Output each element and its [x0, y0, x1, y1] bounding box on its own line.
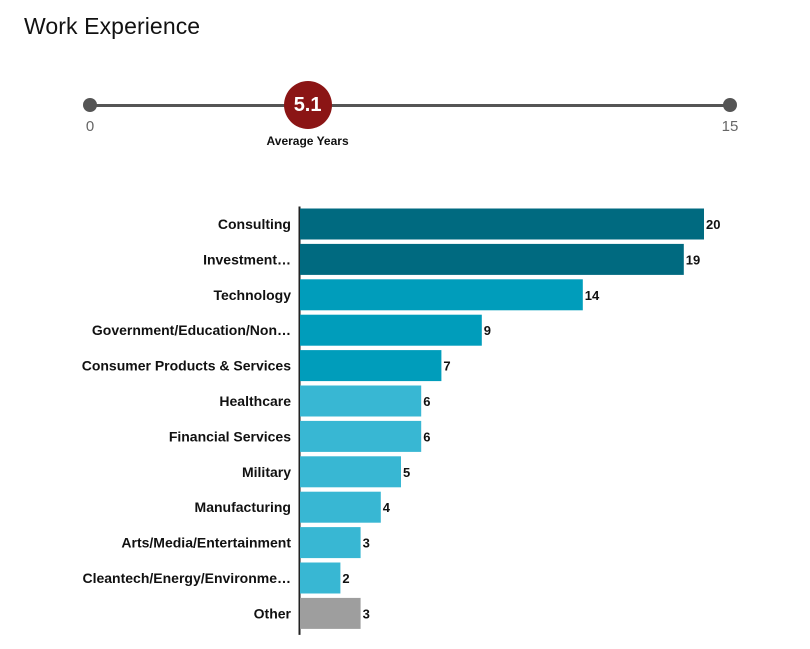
value-label-5: 6: [423, 394, 430, 409]
page-title: Work Experience: [24, 13, 201, 39]
bar-6[interactable]: [300, 420, 422, 452]
bar-7[interactable]: [300, 456, 401, 488]
bar-3[interactable]: [300, 314, 482, 346]
category-label-1: Investment…: [203, 251, 291, 267]
value-label-6: 6: [423, 429, 430, 444]
bar-5[interactable]: [300, 385, 422, 417]
value-label-1: 19: [686, 252, 700, 267]
bar-9[interactable]: [300, 527, 361, 559]
category-label-3: Government/Education/Non…: [92, 322, 291, 338]
category-label-0: Consulting: [218, 216, 291, 232]
slider-track: [90, 104, 730, 107]
category-label-7: Military: [242, 464, 291, 480]
value-label-7: 5: [403, 465, 410, 480]
category-label-11: Other: [254, 605, 292, 621]
slider-max-label: 15: [721, 118, 739, 135]
bar-1[interactable]: [300, 243, 684, 275]
category-label-2: Technology: [213, 287, 291, 303]
average-years-slider: 0 15 5.1 Average Years: [0, 0, 810, 170]
slider-min-dot: [83, 98, 97, 112]
bar-2[interactable]: [300, 279, 583, 311]
bar-0[interactable]: [300, 208, 704, 240]
category-label-10: Cleantech/Energy/Environme…: [82, 570, 291, 586]
category-label-9: Arts/Media/Entertainment: [121, 535, 291, 551]
value-label-4: 7: [443, 359, 450, 374]
value-label-9: 3: [363, 536, 370, 551]
value-label-2: 14: [585, 288, 600, 303]
category-label-8: Manufacturing: [195, 499, 291, 515]
slider-max-dot: [723, 98, 737, 112]
bar-8[interactable]: [300, 491, 381, 523]
category-label-6: Financial Services: [169, 428, 291, 444]
value-label-10: 2: [342, 571, 349, 586]
category-label-4: Consumer Products & Services: [82, 358, 292, 374]
value-label-0: 20: [706, 217, 720, 232]
average-years-marker: 5.1: [283, 81, 332, 129]
slider-min-label: 0: [85, 118, 95, 135]
value-label-3: 9: [484, 323, 491, 338]
bar-10[interactable]: [300, 562, 341, 594]
bar-4[interactable]: [300, 350, 442, 382]
value-label-11: 3: [363, 606, 370, 621]
category-label-5: Healthcare: [219, 393, 291, 409]
value-label-8: 4: [383, 500, 391, 515]
bar-11[interactable]: [300, 597, 361, 629]
average-years-caption: Average Years: [266, 134, 349, 148]
